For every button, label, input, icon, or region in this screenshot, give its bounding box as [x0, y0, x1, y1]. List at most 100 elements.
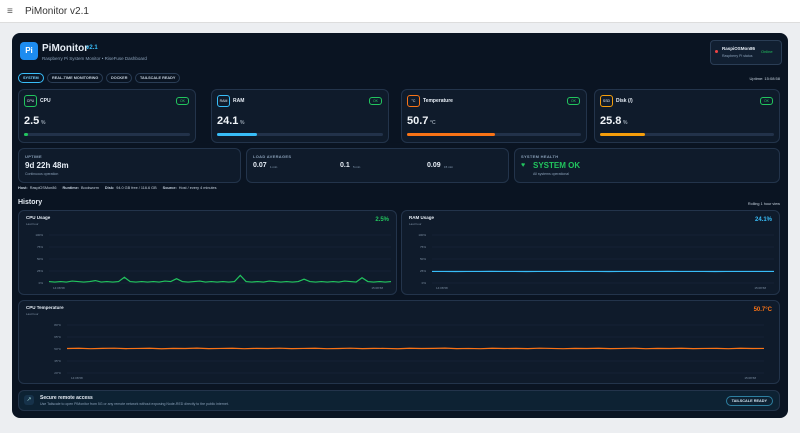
metric-value: 25.8 — [600, 115, 622, 127]
chart: CPU Temperature Last hour 50.7°C 20°C 35°C 50… — [26, 305, 773, 380]
y-tick-label: 0% — [422, 281, 427, 285]
load-card: LOAD AVERAGES 0.07 1 min 0.1 5 min 0.09 15 mi… — [246, 148, 509, 183]
menu-icon[interactable]: ≡ — [7, 6, 13, 17]
info-value: Bookworm — [80, 186, 99, 190]
health-icon: ♥ — [521, 162, 526, 169]
y-tick-label: 65°C — [54, 335, 62, 339]
tab[interactable]: REAL-TIME MONITORING — [47, 73, 104, 83]
chart-title: CPU Usage — [26, 215, 51, 220]
info-value: RaspiOSMon86 — [29, 186, 57, 190]
chart-subtitle: Last hour — [409, 222, 422, 226]
x-tick-label: 14:08:58 — [436, 286, 448, 290]
metric-icon: RAM — [217, 95, 230, 107]
y-tick-label: 50% — [37, 257, 43, 261]
chart-title: RAM Usage — [409, 215, 435, 220]
load-value: 0.07 — [253, 162, 267, 169]
y-tick-label: 25% — [37, 269, 43, 273]
version: v2.1 — [86, 45, 98, 51]
metric-track — [217, 133, 383, 136]
metric-bar — [600, 133, 645, 136]
info-value: Host / every 4 minutes — [178, 186, 217, 190]
dashboard: Pi PiMonitor v2.1 Raspberry Pi System Mo… — [12, 33, 788, 418]
metric-unit: % — [41, 120, 46, 126]
load-label: 1 min — [270, 165, 278, 169]
metric-bar — [217, 133, 257, 136]
metric-value: 2.5 — [24, 115, 40, 127]
health-label: SYSTEM HEALTH — [521, 154, 559, 159]
health-card: SYSTEM HEALTH ♥ SYSTEM OK All systems op… — [514, 148, 780, 183]
metric-unit: % — [240, 120, 245, 126]
chart-current: 24.1% — [755, 217, 773, 223]
chart-card: CPU Temperature Last hour 50.7°C 20°C 35°C 50… — [18, 300, 780, 384]
metric-unit: °C — [430, 120, 436, 126]
chart-card: RAM Usage Last hour 24.1% 0% 25% 50% 75% 100% 14… — [401, 210, 780, 295]
uptime-label: UPTIME — [25, 154, 42, 159]
health-note: All systems operational — [533, 172, 569, 176]
metric-card: RAM RAM OK 24.1% — [211, 89, 389, 143]
metric-value: 24.1 — [217, 115, 239, 127]
uptime-card: UPTIME 9d 22h 48m Continuous operation — [18, 148, 241, 183]
host-dot — [715, 50, 718, 53]
metric-icon: CPU — [24, 95, 37, 107]
banner: ↗ Secure remote access Use Tailscale to … — [18, 390, 780, 411]
info-key: Runtime: — [62, 186, 79, 190]
y-tick-label: 20°C — [54, 371, 62, 375]
banner-text: Use Tailscale to open PiMonitor from 5G … — [40, 402, 229, 406]
info-key: Source: — [162, 186, 177, 190]
uptime-note: Continuous operation — [25, 172, 59, 176]
metric-value: 50.7 — [407, 115, 429, 127]
title: PiMonitor — [42, 43, 89, 54]
tab[interactable]: DOCKER — [106, 73, 133, 83]
y-tick-label: 100% — [35, 233, 43, 237]
metric-bar — [24, 133, 29, 136]
load-value: 0.09 — [427, 162, 441, 169]
metric-track — [24, 133, 190, 136]
history-note: Rolling 1 hour view — [747, 202, 780, 206]
subtitle: Raspberry Pi System Monitor • RiseFuse D… — [42, 56, 147, 61]
x-tick-label: 14:08:58 — [53, 286, 65, 290]
host: RaspiOSMon86 — [722, 46, 756, 51]
y-tick-label: 50% — [420, 257, 426, 261]
host-box: RaspiOSMon86 Raspberry Pi status Online — [710, 40, 782, 65]
banner-title: Secure remote access — [40, 395, 93, 401]
metric-badge: OK — [368, 97, 382, 105]
chart-current: 2.5% — [375, 217, 389, 223]
health-status: SYSTEM OK — [533, 161, 581, 170]
y-tick-label: 75% — [420, 245, 426, 249]
tab[interactable]: SYSTEM — [18, 73, 44, 83]
metric-badge: OK — [566, 97, 580, 105]
metric-label: Disk (/) — [616, 98, 633, 104]
x-tick-label: 15:08:58 — [754, 286, 766, 290]
y-tick-label: 25% — [420, 269, 426, 273]
metric-track — [600, 133, 774, 136]
logo: Pi — [20, 42, 38, 60]
y-tick-label: 50°C — [54, 347, 62, 351]
load-label: 5 min — [353, 165, 361, 169]
metric-icon: °C — [407, 95, 420, 107]
banner-icon: ↗ — [24, 395, 34, 405]
info-line: Host: RaspiOSMon86 Runtime: Bookworm Disk: 94… — [18, 186, 223, 190]
info-key: Disk: — [104, 186, 115, 190]
metric-card: SSD Disk (/) OK 25.8% — [594, 89, 780, 143]
metric-label: CPU — [40, 98, 51, 104]
tab[interactable]: TAILSCALE READY — [135, 73, 181, 83]
chart-subtitle: Last hour — [26, 312, 39, 316]
banner-button[interactable]: TAILSCALE READY — [725, 396, 773, 406]
metric-badge: OK — [759, 97, 773, 105]
metric-icon: SSD — [600, 95, 613, 107]
uptime-value: 9d 22h 48m — [25, 161, 69, 170]
y-tick-label: 0% — [39, 281, 44, 285]
chart: RAM Usage Last hour 24.1% 0% 25% 50% 75% 100% 14… — [409, 215, 774, 290]
host-sub: Raspberry Pi status — [722, 54, 753, 58]
chart-title: CPU Temperature — [26, 305, 64, 310]
metric-badge: OK — [175, 97, 189, 105]
data-line — [66, 347, 765, 350]
data-line — [48, 274, 392, 283]
metric-card: CPU CPU OK 2.5% — [18, 89, 196, 143]
x-tick-label: 14:08:58 — [71, 376, 83, 380]
chart-current: 50.7°C — [754, 307, 773, 313]
chart-card: CPU Usage Last hour 2.5% 0% 25% 50% 75% 100% 14:… — [18, 210, 397, 295]
x-tick-label: 15:08:58 — [371, 286, 383, 290]
chart: CPU Usage Last hour 2.5% 0% 25% 50% 75% 100% 14:… — [26, 215, 392, 290]
